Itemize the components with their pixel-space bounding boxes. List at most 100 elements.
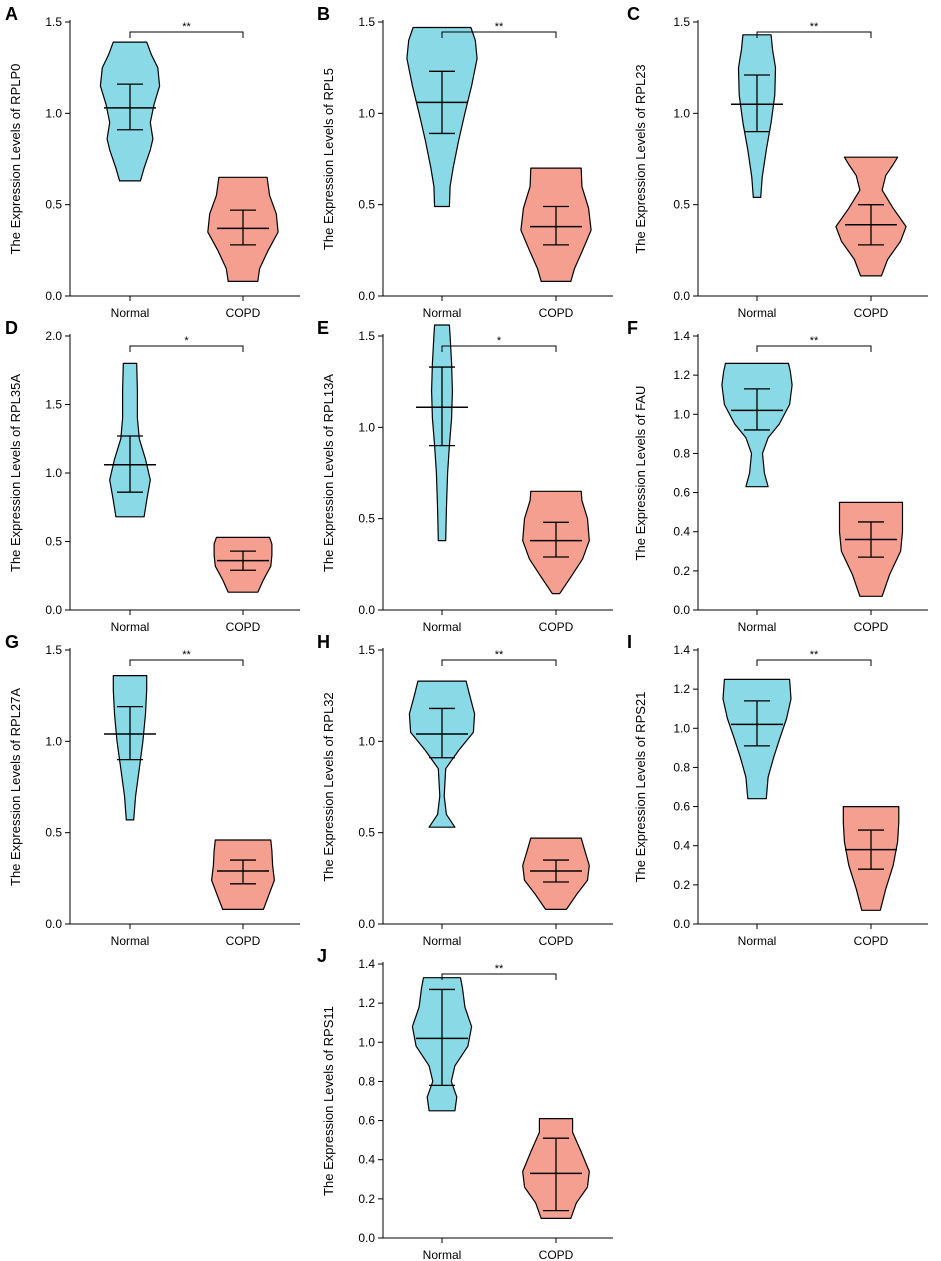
x-tick-label: Normal — [738, 620, 777, 634]
y-tick-label: 1.0 — [673, 407, 690, 421]
y-tick-label: 1.0 — [673, 106, 690, 120]
panel-letter: C — [627, 4, 640, 24]
significance-bracket — [756, 659, 872, 666]
y-tick-label: 0.0 — [358, 917, 375, 931]
y-tick-label: 0.5 — [358, 512, 375, 526]
x-tick-label: COPD — [539, 934, 574, 948]
panel-letter: J — [317, 946, 327, 966]
chart-panel-e: E The Expression Levels of RPL13A 0.0 0.5 1.… — [317, 318, 613, 634]
panel-letter: I — [627, 632, 632, 652]
y-tick-label: 0.6 — [358, 1114, 375, 1128]
significance-bracket — [441, 659, 557, 666]
significance-label: ** — [810, 21, 819, 33]
y-axis-title: The Expression Levels of RPL32 — [321, 692, 336, 881]
significance-bracket — [756, 345, 872, 352]
panel-letter: E — [317, 318, 329, 338]
x-tick-label: COPD — [539, 620, 574, 634]
x-tick-label: COPD — [539, 1248, 574, 1261]
chart-panel-d: D The Expression Levels of RPL35A 0.0 0.5 1.… — [5, 318, 300, 634]
chart-panel-a: A The Expression Levels of RPLP0 0.0 0.5 1.0… — [5, 4, 300, 320]
y-tick-label: 1.4 — [673, 643, 690, 657]
y-tick-label: 1.0 — [45, 734, 62, 748]
y-tick-label: 0.8 — [673, 446, 690, 460]
y-tick-label: 0.0 — [45, 603, 62, 617]
panel-letter: F — [627, 318, 638, 338]
x-tick-label: Normal — [111, 934, 150, 948]
panel-letter: H — [317, 632, 330, 652]
y-tick-label: 1.0 — [358, 1035, 375, 1049]
y-tick-label: 1.4 — [358, 957, 375, 971]
chart-panel-h: H The Expression Levels of RPL32 0.0 0.5 1.0… — [317, 632, 613, 948]
y-tick-label: 0.0 — [673, 917, 690, 931]
significance-label: ** — [810, 335, 819, 347]
y-tick-label: 0.0 — [45, 917, 62, 931]
y-tick-label: 0.4 — [673, 525, 690, 539]
significance-bracket — [129, 659, 244, 666]
x-tick-label: COPD — [226, 306, 261, 320]
significance-bracket — [129, 31, 244, 38]
y-tick-label: 1.0 — [673, 721, 690, 735]
y-axis-title: The Expression Levels of RPL13A — [321, 374, 336, 572]
y-axis-title: The Expression Levels of RPS21 — [633, 692, 648, 883]
y-tick-label: 1.5 — [673, 15, 690, 29]
x-tick-label: COPD — [226, 934, 261, 948]
y-tick-label: 1.2 — [673, 368, 690, 382]
y-tick-label: 0.6 — [673, 800, 690, 814]
y-tick-label: 0.5 — [45, 535, 62, 549]
y-tick-label: 1.2 — [673, 682, 690, 696]
y-tick-label: 1.0 — [45, 466, 62, 480]
significance-bracket — [441, 345, 557, 352]
significance-label: ** — [810, 649, 819, 661]
y-tick-label: 1.5 — [45, 398, 62, 412]
y-tick-label: 0.0 — [673, 289, 690, 303]
y-tick-label: 0.5 — [45, 198, 62, 212]
significance-bracket — [756, 31, 872, 38]
chart-panel-i: I The Expression Levels of RPS21 0.0 0.2 0.4… — [627, 632, 928, 948]
significance-label: ** — [495, 963, 504, 975]
y-tick-label: 0.5 — [673, 198, 690, 212]
y-axis-title: The Expression Levels of RPL5 — [321, 68, 336, 250]
x-tick-label: Normal — [111, 620, 150, 634]
significance-bracket — [441, 973, 557, 980]
x-tick-label: COPD — [854, 934, 889, 948]
y-axis-title: The Expression Levels of RPS11 — [321, 1006, 336, 1196]
y-tick-label: 0.0 — [673, 603, 690, 617]
y-tick-label: 0.2 — [673, 878, 690, 892]
y-tick-label: 1.5 — [358, 643, 375, 657]
y-tick-label: 1.4 — [673, 329, 690, 343]
y-tick-label: 0.2 — [673, 564, 690, 578]
chart-panel-f: F The Expression Levels of FAU 0.0 0.2 0.4 0.… — [627, 318, 928, 634]
chart-panel-c: C The Expression Levels of RPL23 0.0 0.5 1.0… — [627, 4, 928, 320]
y-tick-label: 0.5 — [358, 826, 375, 840]
y-tick-label: 0.6 — [673, 486, 690, 500]
y-tick-label: 1.0 — [358, 734, 375, 748]
y-tick-label: 0.0 — [358, 603, 375, 617]
x-tick-label: Normal — [423, 934, 462, 948]
y-tick-label: 1.0 — [45, 106, 62, 120]
significance-label: ** — [495, 21, 504, 33]
significance-label: ** — [495, 649, 504, 661]
y-tick-label: 0.5 — [45, 826, 62, 840]
panel-letter: G — [5, 632, 19, 652]
x-tick-label: Normal — [423, 306, 462, 320]
y-tick-label: 0.2 — [358, 1192, 375, 1206]
y-axis-title: The Expression Levels of RPL35A — [8, 374, 23, 572]
x-tick-label: COPD — [539, 306, 574, 320]
y-axis-title: The Expression Levels of RPL27A — [8, 688, 23, 886]
y-tick-label: 0.8 — [358, 1074, 375, 1088]
y-tick-label: 1.2 — [358, 996, 375, 1010]
chart-panel-j: J The Expression Levels of RPS11 0.0 0.2 0.4… — [317, 946, 613, 1261]
significance-label: * — [497, 335, 502, 347]
significance-label: ** — [182, 21, 191, 33]
x-tick-label: COPD — [854, 306, 889, 320]
y-tick-label: 0.0 — [45, 289, 62, 303]
y-axis-title: The Expression Levels of RPLP0 — [8, 64, 23, 255]
y-axis-title: The Expression Levels of RPL23 — [633, 64, 648, 253]
panel-letter: D — [5, 318, 18, 338]
y-tick-label: 0.5 — [358, 198, 375, 212]
panel-letter: B — [317, 4, 330, 24]
y-tick-label: 1.0 — [358, 420, 375, 434]
chart-panel-b: B The Expression Levels of RPL5 0.0 0.5 1.0 1… — [317, 4, 613, 320]
y-tick-label: 0.4 — [673, 839, 690, 853]
